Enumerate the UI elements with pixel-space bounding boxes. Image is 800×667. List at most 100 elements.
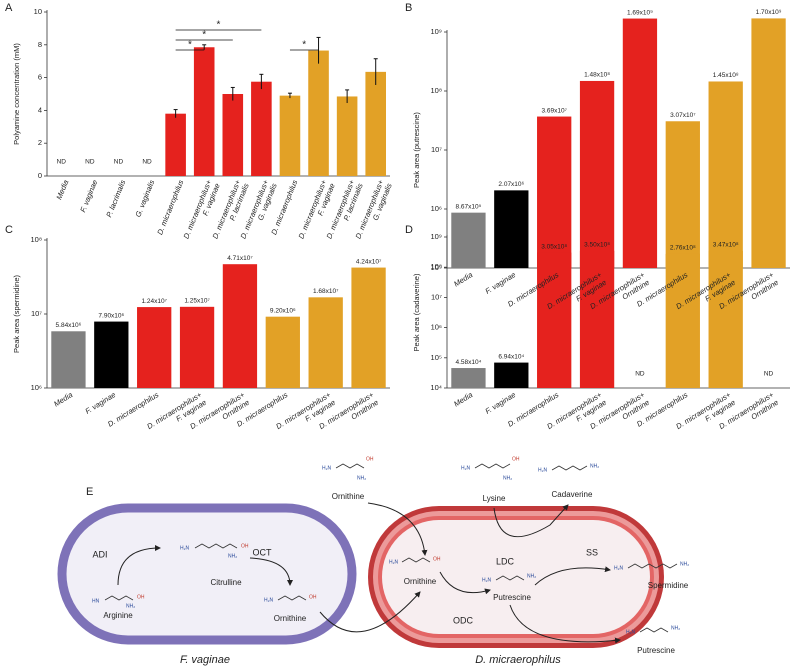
bar: [494, 362, 529, 388]
bar: [451, 212, 486, 268]
atom: OH: [433, 556, 441, 562]
atom: H₂N: [264, 597, 274, 603]
enzyme: ODC: [453, 615, 474, 625]
molecule: Spermidine: [648, 581, 689, 590]
y-tick-label: 10: [34, 7, 42, 16]
atom: NH₂: [126, 603, 135, 609]
atom: H₂N: [461, 465, 471, 471]
structure: [627, 563, 678, 569]
bar: [579, 250, 615, 388]
structure: [401, 557, 431, 563]
cell-label: F. vaginae: [180, 654, 230, 666]
y-axis-label: Peak area (putrescine): [412, 112, 421, 188]
atom: NH₂: [680, 561, 689, 567]
value-label: 1.45x10⁸: [713, 72, 739, 79]
bar: [308, 50, 329, 176]
y-tick-label: 10⁴: [430, 383, 442, 392]
value-label: 9.20x10⁶: [270, 307, 296, 314]
panel-letter: E: [86, 486, 93, 498]
significance-label: *: [202, 30, 206, 41]
value-label: 1.25x10⁷: [184, 298, 210, 305]
y-tick-label: 8: [38, 40, 42, 49]
arrow: [117, 545, 161, 586]
molecule: Lysine: [483, 494, 506, 503]
atom: OH: [241, 543, 249, 549]
value-label: 6.94x10⁴: [498, 353, 524, 360]
bar: [665, 253, 700, 388]
atom: H₂N: [614, 565, 624, 571]
enzyme: SS: [586, 547, 598, 557]
y-tick-label: 10⁷: [31, 309, 42, 318]
bar: [751, 18, 786, 268]
structure: [104, 595, 134, 601]
bar: [365, 71, 386, 176]
value-label: 7.90x10⁶: [98, 312, 124, 319]
atom: H₂N: [322, 465, 332, 471]
atom: NH₂: [228, 553, 237, 559]
bar: [708, 81, 743, 269]
bar: [351, 267, 386, 388]
structure: [335, 463, 365, 469]
atom: OH: [366, 456, 374, 462]
value-label: 1.70x10⁹: [756, 9, 782, 16]
bar: [451, 368, 486, 388]
molecule: Ornithine: [404, 577, 437, 586]
bar: [537, 116, 572, 268]
y-tick-label: 10⁶: [31, 383, 42, 392]
arrow: [509, 604, 621, 644]
atom: NH₂: [671, 625, 680, 631]
arrow: [319, 591, 421, 633]
value-label: 2.76x10⁸: [670, 245, 696, 252]
bar: [579, 80, 615, 268]
cell-f-vaginae: [57, 503, 357, 645]
bar: [336, 96, 358, 176]
significance-label: *: [302, 40, 306, 51]
panel-letter: C: [5, 224, 13, 236]
structure: [495, 575, 525, 581]
y-tick-label: 10⁸: [430, 86, 442, 95]
arrow: [367, 502, 428, 556]
y-tick-label: 10⁹: [430, 27, 442, 36]
bar: [193, 47, 215, 177]
arrow: [439, 571, 491, 595]
atom: OH: [512, 456, 520, 462]
value-label: 1.48x10⁸: [584, 72, 610, 79]
enzyme: ADI: [92, 549, 107, 559]
y-tick-label: 10⁵: [431, 353, 442, 362]
significance-label: *: [217, 20, 221, 31]
value-label: 1.68x10⁷: [313, 288, 339, 295]
structure: [551, 465, 588, 471]
bar: [251, 81, 272, 176]
atom: H₂N: [180, 545, 190, 551]
arrow: [534, 566, 611, 586]
y-axis-label: Peak area (cadaverine): [412, 273, 421, 351]
value-label: 4.58x10⁴: [455, 359, 481, 366]
molecule: Arginine: [103, 611, 133, 620]
value-label: 1.24x10⁷: [141, 298, 167, 305]
atom: NH₂: [527, 573, 536, 579]
atom: NH₂: [357, 475, 366, 481]
y-tick-label: 0: [38, 171, 42, 180]
atom: H₂N: [389, 559, 399, 565]
bar: [708, 250, 743, 388]
value-label: 4.24x10⁷: [356, 258, 382, 265]
value-label: 5.84x10⁶: [56, 322, 82, 329]
y-axis-label: Peak area (spermidine): [12, 275, 21, 353]
bar: [179, 306, 215, 388]
y-tick-label: 10⁵: [431, 263, 442, 272]
value-label: 3.69x10⁷: [541, 107, 567, 114]
value-label: 3.05x10⁸: [541, 243, 567, 250]
atom: OH: [309, 594, 317, 600]
y-tick-label: 10⁸: [30, 235, 42, 244]
significance-label: *: [188, 40, 192, 51]
panel-letter: D: [405, 224, 413, 236]
value-label: ND: [57, 159, 67, 166]
atom: OH: [137, 594, 145, 600]
value-label: ND: [764, 371, 774, 378]
value-label: 3.50x10⁸: [584, 241, 610, 248]
bar: [494, 190, 529, 268]
molecule: Putrescine: [637, 646, 675, 655]
enzyme: LDC: [496, 556, 515, 566]
